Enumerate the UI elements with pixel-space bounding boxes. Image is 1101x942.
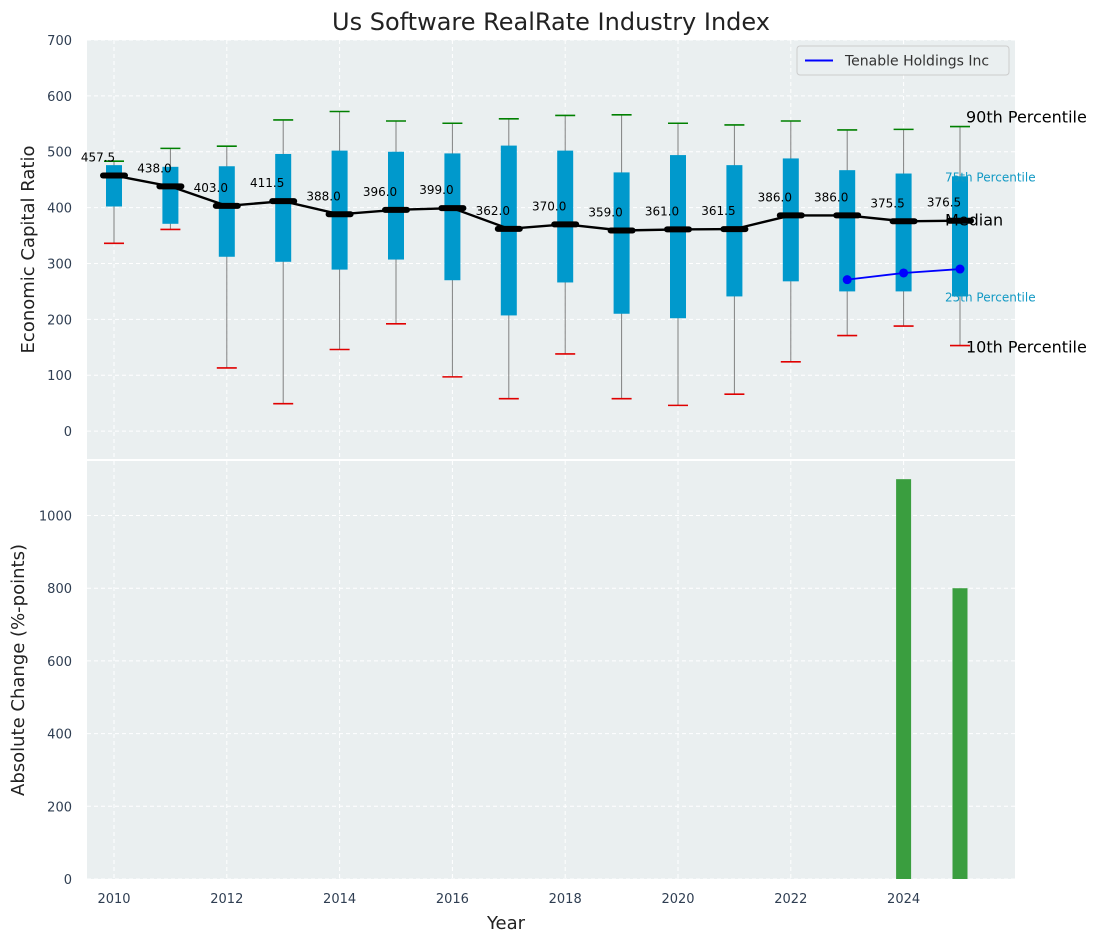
y-tick-label: 700 — [47, 34, 72, 49]
x-tick-label: 2016 — [436, 892, 469, 907]
x-tick-label: 2024 — [887, 892, 920, 907]
annotation-p25: 25th Percentile — [945, 290, 1036, 304]
legend: Tenable Holdings Inc — [796, 45, 1010, 76]
y-tick-label: 300 — [47, 257, 72, 272]
iqr-box — [106, 165, 122, 207]
y-tick-label: 600 — [47, 90, 72, 105]
median-value-label: 376.5 — [927, 196, 961, 210]
iqr-box — [782, 158, 799, 282]
bottom-plot-background — [87, 461, 1015, 879]
y-tick-label: 1000 — [39, 510, 72, 525]
median-value-label: 386.0 — [758, 190, 792, 204]
bar-series — [896, 479, 968, 879]
y-tick-label: 600 — [47, 655, 72, 670]
box-plot-series: 457.5 438.0 403.0 411.5 388.0 396.0 399.0 362.0… — [81, 110, 974, 407]
median-value-label: 361.0 — [645, 204, 679, 218]
company-point — [899, 268, 909, 278]
top-gridlines — [87, 39, 1015, 459]
median-value-label: 411.5 — [250, 176, 284, 190]
legend-label-tenable: Tenable Holdings Inc — [844, 54, 989, 70]
y-tick-label: 500 — [47, 146, 72, 161]
iqr-box — [444, 153, 461, 281]
x-tick-label: 2014 — [323, 892, 356, 907]
y-tick-label: 400 — [47, 728, 72, 743]
annotation-median: Median — [945, 211, 1003, 230]
iqr-box — [557, 150, 574, 283]
y-tick-label: 200 — [47, 313, 72, 328]
median-value-label: 361.5 — [701, 204, 735, 218]
median-value-label: 375.5 — [870, 196, 904, 210]
iqr-box — [275, 153, 292, 262]
x-axis-label: Year — [486, 913, 526, 934]
bottom-gridlines — [87, 461, 1015, 880]
bar — [952, 588, 968, 879]
iqr-box — [613, 172, 630, 314]
chart-title: Us Software RealRate Industry Index — [332, 8, 770, 36]
legend-box — [796, 45, 1010, 76]
iqr-box — [218, 166, 235, 257]
bar — [896, 479, 912, 879]
x-tick-label: 2010 — [97, 892, 130, 907]
iqr-box — [895, 173, 912, 292]
x-tick-label: 2018 — [549, 892, 582, 907]
median-line — [113, 174, 961, 232]
median-value-label: 438.0 — [137, 161, 171, 175]
iqr-box — [952, 176, 968, 297]
iqr-box — [331, 150, 348, 270]
company-point — [955, 264, 965, 274]
annotation-p75: 75th Percentile — [945, 170, 1036, 184]
x-tick-label: 2020 — [661, 892, 694, 907]
iqr-box — [162, 166, 179, 224]
y-tick-label: 400 — [47, 202, 72, 217]
y-tick-label: 800 — [47, 582, 72, 597]
iqr-box — [388, 151, 404, 260]
company-point — [842, 275, 852, 285]
median-value-label: 386.0 — [814, 190, 848, 204]
y-tick-label: 0 — [64, 425, 72, 440]
median-value-label: 359.0 — [588, 206, 622, 220]
top-plot-background — [87, 40, 1015, 459]
annotation-p10: 10th Percentile — [966, 338, 1087, 357]
y-tick-label: 0 — [64, 873, 72, 888]
median-value-label: 370.0 — [532, 199, 566, 213]
y-tick-label: 100 — [47, 369, 72, 384]
bottom-y-axis-label: Absolute Change (%-points) — [8, 544, 29, 796]
x-tick-label: 2012 — [210, 892, 243, 907]
median-value-label: 396.0 — [363, 185, 397, 199]
median-value-label: 457.5 — [81, 150, 115, 164]
y-tick-label: 200 — [47, 800, 72, 815]
tick-labels: 0 100 200 300 400 500 600 700 0 200 400 600 800 1000 2… — [39, 34, 920, 907]
median-value-label: 399.0 — [419, 183, 453, 197]
median-value-label: 388.0 — [306, 189, 340, 203]
x-tick-label: 2022 — [774, 892, 807, 907]
annotation-p90: 90th Percentile — [966, 108, 1087, 127]
iqr-box — [670, 155, 686, 319]
iqr-box — [839, 170, 856, 292]
median-value-label: 403.0 — [194, 181, 228, 195]
median-value-label: 362.0 — [476, 204, 510, 218]
percentile-annotations: 90th Percentile 75th Percentile Median 25th… — [945, 108, 1087, 357]
top-y-axis-label: Economic Capital Ratio — [18, 146, 39, 354]
